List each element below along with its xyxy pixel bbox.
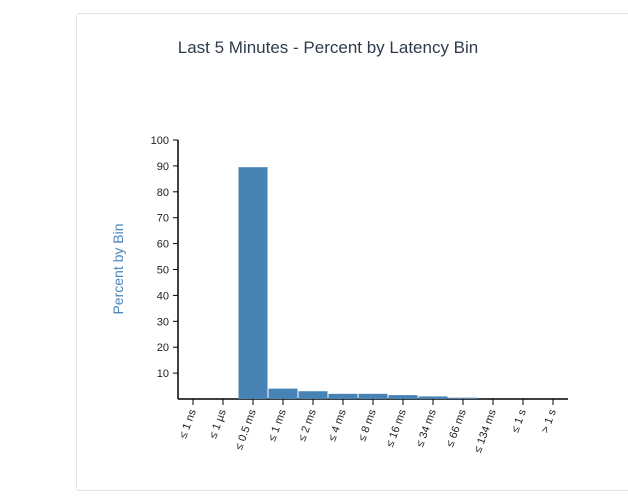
- y-tick-label: 40: [157, 290, 169, 302]
- bars: [238, 167, 478, 399]
- bar-9[interactable]: [448, 397, 478, 399]
- x-tick-label: ≤ 1 ns: [177, 407, 199, 440]
- x-tick-label: ≤ 134 ms: [472, 407, 499, 454]
- y-tick-label: 50: [157, 265, 169, 277]
- bar-6[interactable]: [358, 393, 388, 399]
- x-tick-label: ≤ 8 ms: [356, 407, 379, 443]
- chart-title: Last 5 Minutes - Percent by Latency Bin: [177, 38, 479, 57]
- y-axis: 10 20 30 40 50 60 70 80 90 100: [151, 135, 179, 399]
- chart-panel: [76, 13, 628, 491]
- bar-8[interactable]: [418, 396, 448, 399]
- x-tick-label: > 1 s: [539, 407, 559, 434]
- y-tick-label: 70: [157, 213, 169, 225]
- x-tick-label: ≤ 4 ms: [326, 407, 349, 443]
- y-tick-label: 80: [157, 187, 169, 199]
- x-tick-label: ≤ 1 ms: [266, 407, 289, 443]
- bar-3[interactable]: [268, 388, 298, 399]
- x-tick-label: ≤ 34 ms: [414, 407, 439, 448]
- y-tick-label: 90: [157, 161, 169, 173]
- bar-4[interactable]: [298, 391, 328, 399]
- y-tick-label: 20: [157, 342, 169, 354]
- bar-5[interactable]: [328, 393, 358, 399]
- y-tick-label: 30: [157, 316, 169, 328]
- y-tick-label: 10: [157, 368, 169, 380]
- y-tick-label: 100: [151, 135, 169, 147]
- x-tick-label: ≤ 66 ms: [444, 407, 469, 448]
- x-tick-label: ≤ 0.5 ms: [233, 407, 259, 451]
- y-axis-label: Percent by Bin: [110, 223, 126, 314]
- bar-7[interactable]: [388, 395, 418, 399]
- x-tick-label: ≤ 2 ms: [296, 407, 319, 443]
- x-tick-label: ≤ 16 ms: [384, 407, 409, 448]
- x-tick-label: ≤ 1 s: [509, 407, 529, 434]
- y-tick-label: 60: [157, 239, 169, 251]
- bar-2[interactable]: [238, 167, 268, 399]
- x-tick-label: ≤ 1 µs: [207, 407, 229, 440]
- x-axis: ≤ 1 ns ≤ 1 µs ≤ 0.5 ms ≤ 1 ms ≤ 2 ms ≤ 4 ms ≤ …: [177, 398, 568, 454]
